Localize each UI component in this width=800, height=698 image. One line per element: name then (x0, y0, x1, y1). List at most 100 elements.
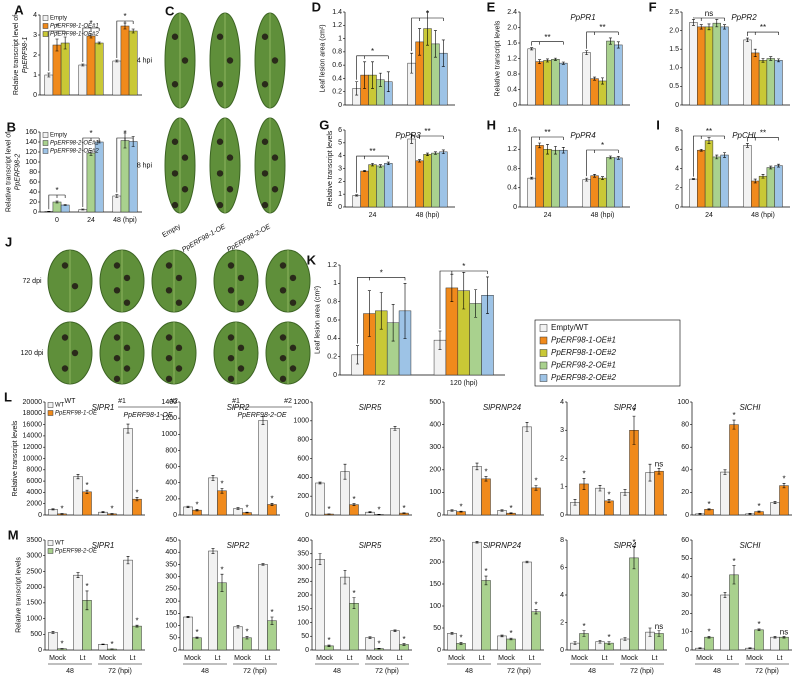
panel-letter: G (319, 117, 329, 132)
x-tick-label: Lt (529, 655, 535, 662)
bar (424, 154, 432, 207)
y-tick-label: 1000 (293, 418, 309, 425)
bar (759, 176, 767, 207)
y-tick-label: 14000 (23, 433, 43, 440)
y-tick-label: 0.8 (327, 299, 337, 306)
x-tick-label: Lt (652, 655, 658, 662)
bar (551, 150, 559, 207)
bar (536, 145, 544, 207)
bar (507, 639, 516, 650)
bar (705, 27, 713, 105)
bar (61, 205, 69, 212)
y-tick-label: 1.0 (669, 65, 679, 72)
bar (751, 53, 759, 105)
y-tick-label: 20 (681, 610, 689, 617)
y-tick-label: 3 (33, 32, 37, 39)
lesion (238, 365, 244, 371)
legend-label: PpERF98-1-OE#2 (50, 32, 99, 38)
y-tick-label: 50 (433, 625, 441, 632)
bar (61, 43, 69, 95)
y-tick-label: 50 (681, 555, 689, 562)
panel-letter: L (4, 389, 12, 404)
legend-swatch (540, 375, 547, 382)
y-tick-label: 250 (297, 578, 309, 585)
y-tick-label: 0.2 (327, 354, 337, 361)
panel-letter: D (312, 0, 321, 14)
y-tick-label: 140 (25, 139, 37, 146)
legend-swatch (43, 24, 48, 29)
bar (45, 75, 53, 95)
y-tick-label: 5 (338, 140, 342, 147)
lesion (62, 262, 68, 268)
y-tick-label: 0 (338, 102, 342, 109)
significance: * (534, 477, 537, 486)
bar (744, 40, 752, 105)
bar (523, 427, 532, 515)
panel-letter: E (487, 0, 496, 14)
y-tick-label: 4 (33, 12, 37, 19)
significance: * (732, 557, 735, 566)
x-tick-label: Lt (215, 655, 221, 662)
chart-title: SlPR5 (359, 403, 382, 412)
row-label: 72 dpi (22, 278, 42, 285)
x-tick-label: Mock (234, 655, 251, 662)
significance: * (582, 469, 585, 478)
y-tick-label: 150 (165, 610, 177, 617)
bar (124, 429, 133, 515)
y-tick-label: 300 (165, 574, 177, 581)
significance: * (632, 407, 635, 416)
column-label: PpERF98-1-OE (181, 223, 227, 254)
bar (614, 45, 622, 105)
column-label: WT (65, 398, 77, 405)
y-tick-label: 0 (437, 512, 441, 519)
y-tick-label: 0.4 (507, 185, 517, 192)
legend-swatch (540, 350, 547, 357)
y-tick-label: 200 (429, 467, 441, 474)
y-tick-label: 450 (165, 537, 177, 544)
column-label: #2 (284, 398, 292, 405)
significance: * (534, 601, 537, 610)
bracket-label: ** (706, 127, 712, 136)
significance: * (352, 589, 355, 598)
y-tick-label: 2000 (26, 501, 42, 508)
bar (767, 168, 775, 207)
x-tick-label: Mock (498, 655, 515, 662)
lesion (62, 334, 68, 340)
y-tick-label: 2.5 (669, 9, 679, 16)
bar (316, 483, 325, 515)
y-tick-label: 0 (305, 647, 309, 654)
significance: * (60, 640, 63, 649)
chart-title: SlPR2 (227, 403, 250, 412)
lesion (182, 57, 188, 63)
group-label: 72 (hpi) (375, 668, 399, 675)
significance: * (110, 505, 113, 514)
lesion (272, 154, 278, 160)
bar (775, 60, 783, 105)
y-tick-label: 1.2 (507, 55, 517, 62)
legend-label: WT (55, 403, 65, 409)
y-tick-label: 8 (675, 127, 679, 134)
significance: ns (780, 627, 788, 636)
bracket-label: ** (544, 128, 550, 137)
lesion (272, 186, 278, 192)
bar (606, 41, 614, 105)
bar (74, 575, 83, 650)
significance: * (135, 616, 138, 625)
bar (780, 486, 789, 515)
legend-swatch (540, 325, 547, 332)
group-label: 48 (713, 668, 721, 675)
bar (353, 195, 361, 207)
x-tick-label: Lt (727, 655, 733, 662)
bar (755, 630, 764, 650)
bar (523, 562, 532, 650)
legend-label: PpERF98-2-OE#2 (50, 149, 99, 155)
bar (532, 612, 541, 650)
lesion (114, 355, 120, 361)
lesion (262, 139, 268, 145)
bar (544, 149, 552, 207)
bracket-label: * (89, 129, 92, 138)
lesion (166, 262, 172, 268)
y-tick-label: 2 (338, 178, 342, 185)
bar (697, 27, 705, 105)
bar (408, 139, 416, 207)
